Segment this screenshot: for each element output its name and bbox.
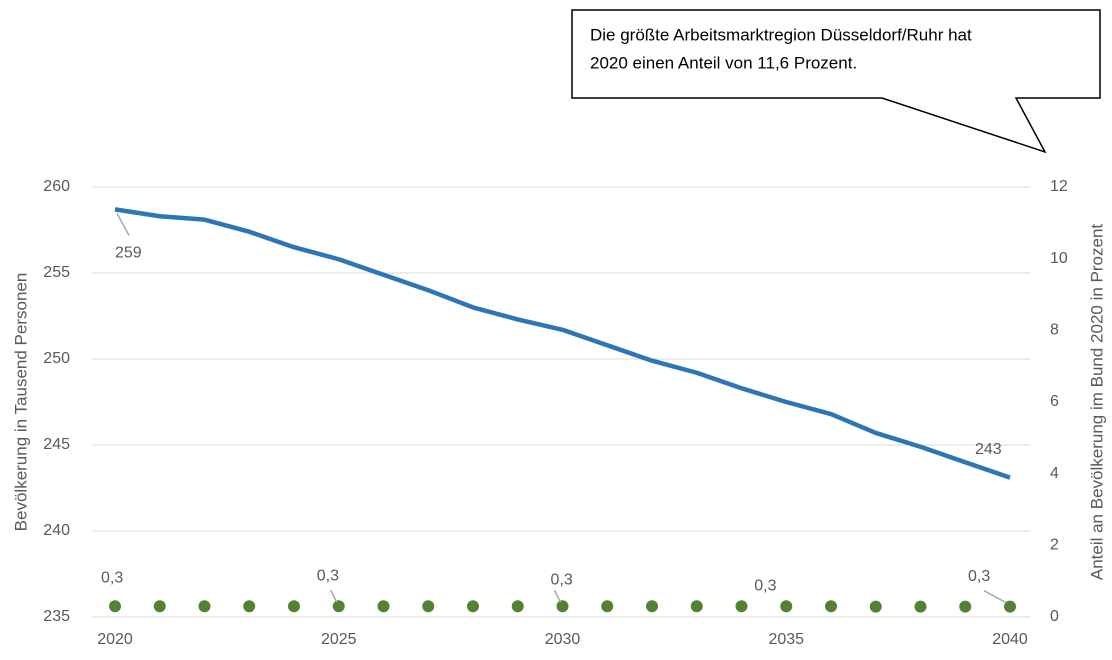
y2-tick-label: 0: [1050, 608, 1059, 625]
x-tick-label: 2030: [545, 631, 581, 648]
leader-line: [330, 589, 338, 603]
data-point: [825, 600, 837, 613]
y-tick-label: 260: [43, 178, 70, 195]
data-point: [511, 600, 524, 613]
y-axis-title: Bevölkerung in Tausend Personen: [11, 273, 30, 532]
y-tick-label: 245: [43, 436, 70, 453]
leader-line: [116, 213, 130, 236]
callout-text: Die größte Arbeitsmarktregion Düsseldorf…: [590, 25, 972, 44]
data-point: [198, 600, 211, 613]
data-point: [959, 600, 972, 613]
x-tick-label: 2025: [321, 631, 357, 648]
y-tick-label: 250: [43, 350, 70, 367]
data-point: [109, 600, 121, 613]
data-point: [243, 600, 256, 613]
data-point: [869, 600, 882, 613]
leader-line: [553, 589, 562, 603]
data-label: 0,3: [968, 568, 990, 585]
data-point: [735, 600, 748, 613]
x-tick-label: 2035: [768, 631, 804, 648]
y-tick-label: 240: [43, 522, 70, 539]
leader-line: [983, 589, 1007, 604]
data-point: [377, 600, 390, 613]
y2-tick-label: 2: [1050, 537, 1059, 554]
data-point: [153, 600, 166, 613]
x-tick-label: 2040: [992, 631, 1028, 648]
y-tick-label: 235: [43, 608, 70, 625]
y2-tick-label: 10: [1050, 250, 1068, 267]
data-point: [556, 600, 569, 613]
y2-tick-label: 4: [1050, 465, 1059, 482]
data-point: [914, 600, 927, 613]
data-point: [646, 600, 658, 613]
data-label: 0,3: [317, 567, 339, 584]
data-point: [288, 600, 300, 613]
data-point: [332, 600, 345, 613]
data-point: [601, 600, 614, 613]
data-line: [114, 207, 1011, 480]
y2-tick-label: 6: [1050, 393, 1059, 410]
y2-tick-label: 12: [1050, 178, 1068, 195]
callout-box: [571, 9, 1101, 154]
data-point: [467, 600, 479, 613]
data-label: 0,3: [101, 569, 123, 586]
data-point: [422, 600, 435, 613]
callout-text: 2020 einen Anteil von 11,6 Prozent.: [590, 53, 857, 72]
y2-tick-label: 8: [1050, 322, 1059, 339]
data-point: [690, 600, 703, 613]
data-label: 259: [115, 245, 142, 262]
data-point: [1004, 600, 1016, 613]
data-label: 0,3: [551, 571, 573, 588]
x-tick-label: 2020: [97, 631, 133, 648]
data-label: 243: [975, 441, 1002, 458]
y-tick-label: 255: [43, 264, 70, 281]
data-label: 0,3: [754, 577, 776, 594]
data-point: [780, 600, 793, 613]
y2-axis-title: Anteil an Bevölkerung im Bund 2020 in Pr…: [1087, 224, 1106, 581]
